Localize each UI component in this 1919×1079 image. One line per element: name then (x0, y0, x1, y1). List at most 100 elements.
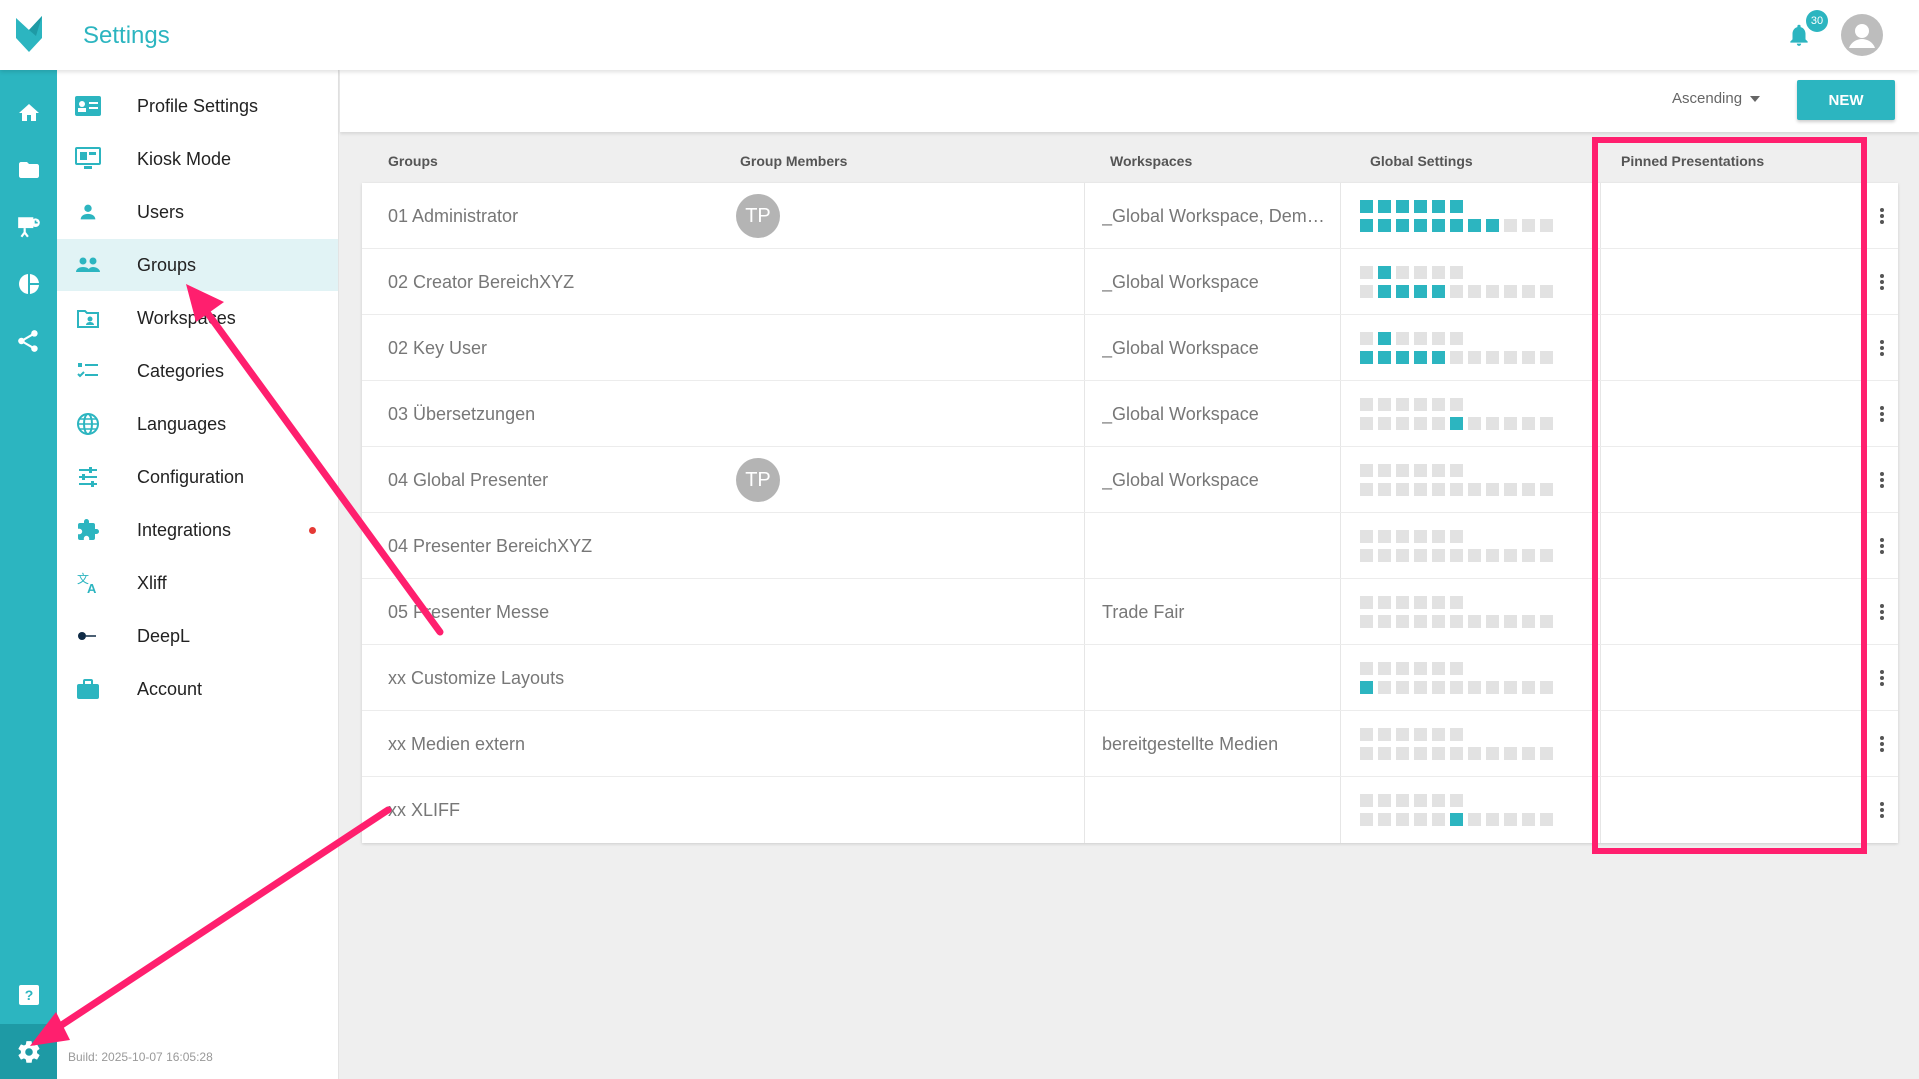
folder-icon[interactable] (0, 150, 57, 190)
setting-square (1396, 662, 1409, 675)
nav-item-workspaces[interactable]: Workspaces (57, 292, 338, 344)
more-options-icon[interactable] (1876, 600, 1888, 624)
more-options-icon[interactable] (1876, 732, 1888, 756)
setting-square (1522, 417, 1535, 430)
more-options-icon[interactable] (1876, 270, 1888, 294)
member-avatar[interactable]: TP (736, 194, 780, 238)
setting-square (1450, 398, 1463, 411)
setting-square (1432, 681, 1445, 694)
nav-item-account[interactable]: Account (57, 663, 338, 715)
setting-square (1396, 794, 1409, 807)
dot (1880, 742, 1884, 746)
dot (1880, 214, 1884, 218)
column-header-pinned-presentations[interactable]: Pinned Presentations (1621, 153, 1765, 169)
sort-dropdown[interactable]: Ascending (1672, 90, 1761, 107)
workspaces-cell: Trade Fair (1102, 602, 1185, 622)
puzzle-icon (75, 517, 101, 543)
more-options-icon[interactable] (1876, 468, 1888, 492)
setting-square (1414, 662, 1427, 675)
dot (1880, 808, 1884, 812)
setting-square (1450, 483, 1463, 496)
setting-square (1522, 681, 1535, 694)
column-header-groups[interactable]: Groups (388, 153, 438, 169)
member-avatar[interactable]: TP (736, 458, 780, 502)
table-row[interactable]: 01 Administrator TP _Global Workspace, Dem… (362, 183, 1898, 249)
setting-square (1414, 615, 1427, 628)
setting-square (1450, 417, 1463, 430)
more-options-icon[interactable] (1876, 336, 1888, 360)
more-options-icon[interactable] (1876, 798, 1888, 822)
nav-item-users[interactable]: Users (57, 186, 338, 238)
nav-label: Categories (137, 360, 225, 381)
table-row[interactable]: xx XLIFF (362, 777, 1898, 843)
share-icon[interactable] (0, 321, 57, 361)
setting-square (1360, 728, 1373, 741)
setting-square (1468, 285, 1481, 298)
setting-square (1396, 747, 1409, 760)
workspaces-cell: _Global Workspace (1102, 338, 1259, 358)
setting-square (1432, 794, 1445, 807)
sort-label: Ascending (1672, 90, 1743, 107)
more-options-icon[interactable] (1876, 204, 1888, 228)
dot (1880, 478, 1884, 482)
column-header-members[interactable]: Group Members (740, 153, 848, 169)
presentation-icon[interactable] (0, 207, 57, 247)
user-avatar-icon[interactable] (1841, 14, 1883, 56)
notification-bell-icon[interactable] (1786, 20, 1812, 50)
setting-square (1378, 332, 1391, 345)
setting-square (1414, 219, 1427, 232)
dot (1880, 220, 1884, 224)
app-logo-icon[interactable] (12, 14, 46, 54)
nav-item-categories[interactable]: Categories (57, 345, 338, 397)
profile-card-icon (75, 93, 101, 119)
more-options-icon[interactable] (1876, 666, 1888, 690)
settings-gear-icon[interactable] (0, 1024, 57, 1079)
setting-square (1378, 530, 1391, 543)
nav-item-languages[interactable]: Languages (57, 398, 338, 450)
setting-square (1468, 747, 1481, 760)
table-row[interactable]: 05 Presenter Messe Trade Fair (362, 579, 1898, 645)
dot (1880, 346, 1884, 350)
setting-square (1378, 285, 1391, 298)
setting-square (1360, 813, 1373, 826)
group-name: 03 Übersetzungen (388, 403, 536, 424)
dot (1880, 280, 1884, 284)
globe-icon (75, 411, 101, 437)
more-options-icon[interactable] (1876, 534, 1888, 558)
nav-item-integrations[interactable]: Integrations (57, 504, 338, 556)
settings-nav: Profile Settings Kiosk Mode Users Groups… (57, 70, 339, 1079)
setting-square (1432, 332, 1445, 345)
nav-item-kiosk-mode[interactable]: Kiosk Mode (57, 133, 338, 185)
home-icon[interactable] (0, 93, 57, 133)
table-row[interactable]: xx Customize Layouts (362, 645, 1898, 711)
analytics-pie-icon[interactable] (0, 264, 57, 304)
workspaces-cell: _Global Workspace (1102, 404, 1259, 424)
setting-square (1540, 219, 1553, 232)
setting-square (1360, 530, 1373, 543)
setting-square (1540, 813, 1553, 826)
setting-square (1540, 351, 1553, 364)
setting-square (1468, 681, 1481, 694)
setting-square (1396, 351, 1409, 364)
more-options-icon[interactable] (1876, 402, 1888, 426)
nav-item-profile-settings[interactable]: Profile Settings (57, 80, 338, 132)
new-group-button[interactable]: NEW (1797, 80, 1895, 120)
setting-square (1450, 596, 1463, 609)
setting-square (1432, 662, 1445, 675)
column-header-global-settings[interactable]: Global Settings (1370, 153, 1473, 169)
table-row[interactable]: xx Medien extern bereitgestellte Medien (362, 711, 1898, 777)
setting-square (1378, 219, 1391, 232)
nav-item-groups[interactable]: Groups (57, 239, 338, 291)
setting-square (1450, 794, 1463, 807)
column-divider (1340, 183, 1341, 843)
setting-square (1378, 596, 1391, 609)
nav-item-deepl[interactable]: DeepL (57, 610, 338, 662)
table-row[interactable]: 02 Creator BereichXYZ _Global Workspace (362, 249, 1898, 315)
help-icon[interactable]: ? (0, 975, 57, 1015)
setting-square (1414, 596, 1427, 609)
nav-item-configuration[interactable]: Configuration (57, 451, 338, 503)
setting-square (1540, 747, 1553, 760)
setting-square (1522, 747, 1535, 760)
column-header-workspaces[interactable]: Workspaces (1110, 153, 1193, 169)
